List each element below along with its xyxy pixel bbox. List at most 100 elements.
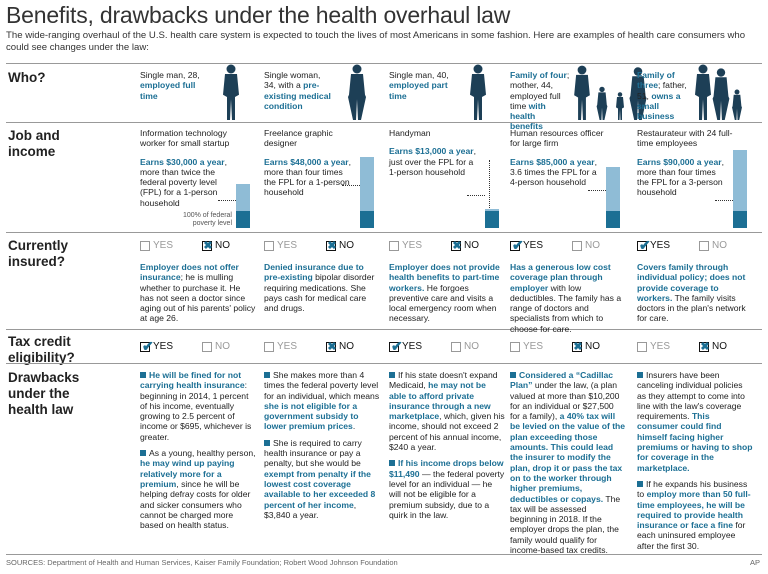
insured-yes-checkbox[interactable]: ✔ YES <box>637 237 671 253</box>
tax-yes-checkbox[interactable]: ✔ YES <box>140 337 173 354</box>
bullet-square-icon <box>637 480 643 487</box>
income-highlight: Earns $30,000 a year <box>140 156 225 167</box>
drawback-highlight: exempt from penalty if the lowest cost c… <box>264 468 376 510</box>
income-bar <box>360 157 374 228</box>
checkbox-box <box>140 240 150 251</box>
income-highlight: Earns $48,000 a year <box>264 156 349 167</box>
insurance-description: Employer does not provide health benefit… <box>389 262 505 324</box>
insured-yes-checkbox[interactable]: ✔ YES <box>510 236 543 253</box>
who-highlight: employed full time <box>140 80 196 101</box>
income-highlight: Earns $13,000 a year <box>389 146 474 157</box>
tax-yes-checkbox[interactable]: YES <box>637 341 670 352</box>
row-label-drawbacks: Drawbacks under the health law <box>8 370 80 417</box>
who-text: Single man, 28, <box>140 70 200 80</box>
who-text: Single man, 40, <box>389 70 449 80</box>
tax-no-checkbox[interactable]: NO <box>202 341 230 352</box>
tax-yes-label: YES <box>277 341 298 352</box>
checkbox-box <box>637 341 647 352</box>
row-label-tax: Tax credit eligibility? <box>8 334 75 365</box>
divider <box>6 554 762 555</box>
insurance-text: bipolar disorder requiring medications. … <box>264 272 375 314</box>
tax-no-checkbox[interactable]: NO <box>451 341 479 352</box>
tax-no-label: NO <box>585 341 600 352</box>
tax-no-label: NO <box>464 341 479 352</box>
insurance-highlight: Employer does not provide health benefit… <box>389 262 500 293</box>
bullet-square-icon <box>389 372 395 378</box>
tax-yes-checkbox[interactable]: YES <box>264 341 297 352</box>
fpl-bar <box>606 211 620 228</box>
drawback-text: The tax will be assessed beginning in 20… <box>510 493 621 556</box>
insured-no-label: NO <box>712 240 727 251</box>
bullet-square-icon <box>637 372 643 378</box>
tax-no-label: NO <box>712 341 727 352</box>
income-text: , just over the FPL for a 1-person house… <box>389 146 476 177</box>
fpl-note: 100% of federal poverty level <box>182 212 232 227</box>
insured-no-checkbox[interactable]: NO <box>699 240 727 251</box>
insurance-description: Denied insurance due to pre-existing bip… <box>264 262 380 313</box>
who-highlight: employed part time <box>389 80 448 101</box>
tax-yes-checkbox[interactable]: YES <box>510 341 543 352</box>
tax-no-checkbox[interactable]: ✖ NO <box>326 341 354 352</box>
bullet-square-icon <box>140 372 146 378</box>
tax-no-checkbox[interactable]: ✖ NO <box>572 341 600 352</box>
checkbox-box <box>510 341 520 352</box>
tax-yes-checkbox[interactable]: ✔ YES <box>389 338 423 354</box>
drawback-text: As a young, healthy person, <box>149 448 256 459</box>
insured-no-checkbox[interactable]: ✖ NO <box>451 240 479 251</box>
insured-no-checkbox[interactable]: ✖ NO <box>202 240 230 251</box>
insured-yes-checkbox[interactable]: YES <box>389 240 422 251</box>
drawback-text: If he expands his business to <box>637 478 748 500</box>
fpl-bar <box>360 211 374 228</box>
checkmark-icon: ✔ <box>512 236 524 253</box>
checkmark-icon: ✔ <box>142 337 154 354</box>
insurance-highlight: Has a generous low cost coverage plan th… <box>510 262 611 293</box>
sources-footer: SOURCES: Department of Health and Human … <box>6 558 398 567</box>
insurance-highlight: Covers family through individual policy;… <box>637 262 746 303</box>
who-highlight: Family of three <box>637 70 675 91</box>
insured-no-label: NO <box>585 240 600 251</box>
who-description: Single woman, 34, with a pre-existing me… <box>264 70 334 111</box>
bullet-square-icon <box>389 460 395 467</box>
drawback-highlight: This consumer could find himself facing … <box>637 411 753 473</box>
income-text: , more than four times the FPL for a 1-p… <box>264 156 351 198</box>
insured-yes-label: YES <box>650 240 671 251</box>
who-highlight: with health benefits <box>510 100 546 132</box>
drawback-text: Insurers have been canceling individual … <box>637 370 745 422</box>
x-mark-icon: ✖ <box>700 340 710 353</box>
who-highlight: Family of four <box>510 70 567 80</box>
insurance-text: with low deductibles. The family has a r… <box>510 282 622 334</box>
tax-yes-label: YES <box>650 341 671 352</box>
x-mark-icon: ✖ <box>573 340 583 353</box>
job-description: Restaurateur with 24 full-time employees… <box>637 128 741 198</box>
tax-yes-label: YES <box>402 341 423 352</box>
checkbox-box <box>699 240 709 251</box>
tax-no-label: NO <box>339 341 354 352</box>
divider <box>6 63 762 64</box>
drawback-highlight: a 40% tax will be levied on the value of… <box>510 411 626 504</box>
job-text: Handyman <box>389 128 431 138</box>
insured-no-checkbox[interactable]: ✖ NO <box>326 240 354 251</box>
drawback-text: under the law, (a plan valued at more th… <box>510 380 620 422</box>
x-mark-icon: ✖ <box>452 239 462 252</box>
insured-no-checkbox[interactable]: NO <box>572 240 600 251</box>
drawback-text: If his state doesn't expand Medicaid, <box>389 370 498 391</box>
x-mark-icon: ✖ <box>203 239 213 252</box>
row-label-job: Job and income <box>8 128 60 159</box>
insurance-text: He forgoes preventive care and visits a … <box>389 282 497 324</box>
insured-yes-label: YES <box>153 240 174 251</box>
insured-yes-checkbox[interactable]: YES <box>264 240 297 251</box>
drawback-text: , $3,840 a year. <box>264 499 357 520</box>
insurance-description: Has a generous low cost coverage plan th… <box>510 262 626 334</box>
bullet-square-icon <box>140 450 146 457</box>
person-silhouette-icon <box>216 64 246 127</box>
who-description: Single man, 40, employed part time <box>389 70 459 101</box>
job-description: Handyman Earns $13,000 a year, just over … <box>389 128 493 177</box>
x-mark-icon: ✖ <box>327 239 337 252</box>
bullet-square-icon <box>264 372 270 378</box>
leader-line <box>489 160 490 208</box>
insured-yes-checkbox[interactable]: YES <box>140 240 173 251</box>
who-highlight: pre-existing medical condition <box>264 80 331 111</box>
tax-no-checkbox[interactable]: ✖ NO <box>699 341 727 352</box>
leader-line <box>588 190 606 191</box>
job-text: Freelance graphic designer <box>264 128 333 149</box>
